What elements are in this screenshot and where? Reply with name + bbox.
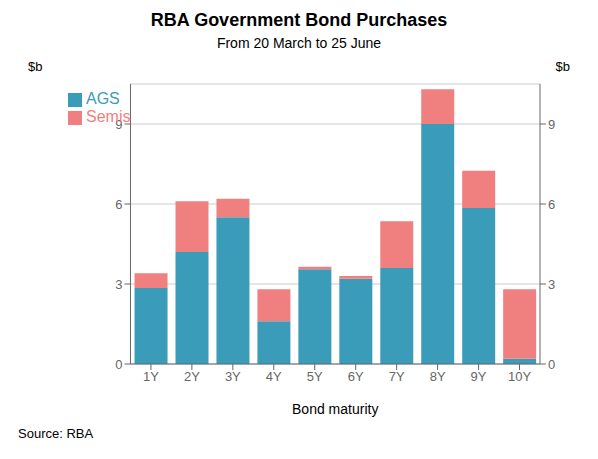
svg-text:6: 6 [115, 197, 122, 212]
svg-text:9: 9 [548, 117, 555, 132]
svg-text:0: 0 [115, 357, 122, 372]
svg-text:1Y: 1Y [143, 369, 159, 384]
svg-text:9Y: 9Y [471, 369, 487, 384]
svg-text:3: 3 [548, 277, 555, 292]
svg-text:0: 0 [548, 357, 555, 372]
svg-text:6: 6 [548, 197, 555, 212]
svg-text:2Y: 2Y [184, 369, 200, 384]
svg-text:3: 3 [115, 277, 122, 292]
svg-text:5Y: 5Y [307, 369, 323, 384]
svg-text:7Y: 7Y [389, 369, 405, 384]
svg-text:10Y: 10Y [508, 369, 531, 384]
svg-text:4Y: 4Y [266, 369, 282, 384]
svg-text:3Y: 3Y [225, 369, 241, 384]
svg-text:6Y: 6Y [348, 369, 364, 384]
svg-text:Bond maturity: Bond maturity [292, 401, 378, 417]
svg-text:9: 9 [115, 117, 122, 132]
svg-text:8Y: 8Y [430, 369, 446, 384]
